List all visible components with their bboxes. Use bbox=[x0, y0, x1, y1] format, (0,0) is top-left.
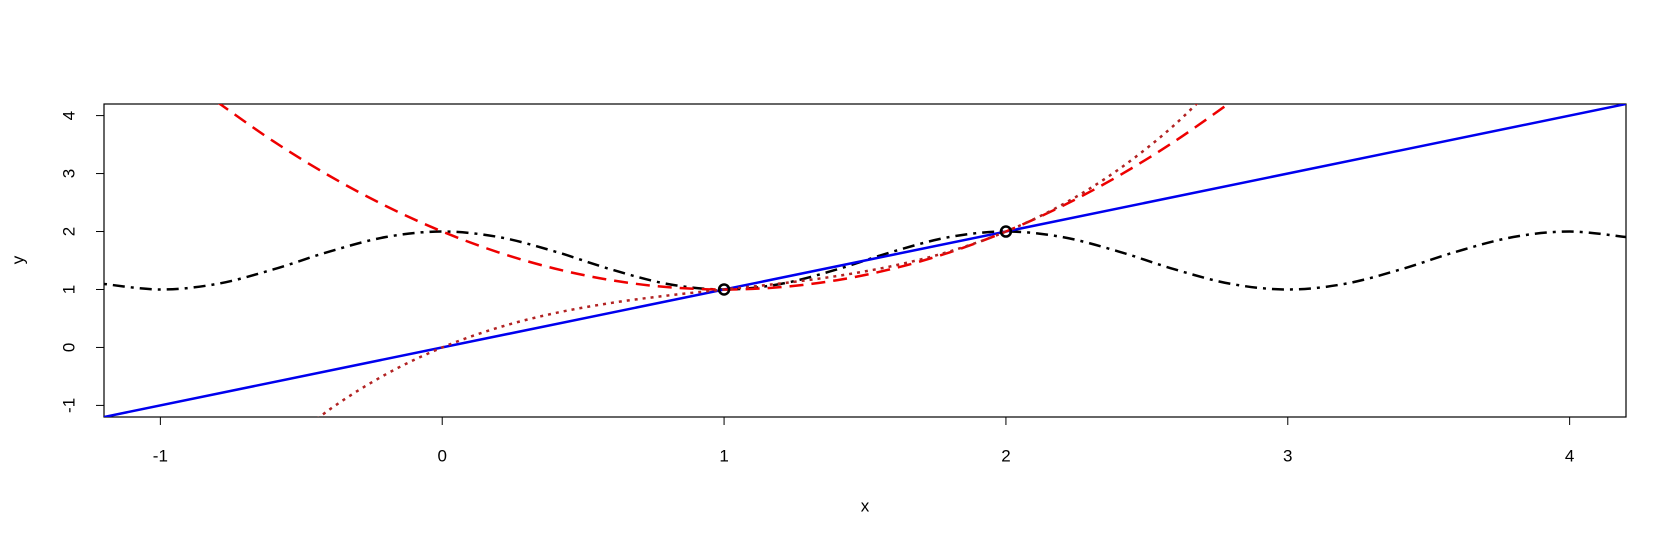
curve bbox=[104, 230, 1626, 291]
y-tick-label: -1 bbox=[59, 398, 78, 413]
point bbox=[999, 225, 1013, 238]
y-tick-label: 4 bbox=[59, 111, 78, 120]
y-axis-label: y bbox=[8, 255, 27, 264]
y-tick-label: 2 bbox=[59, 227, 78, 236]
y-tick-label: 0 bbox=[59, 343, 78, 352]
x-tick-label: -1 bbox=[153, 446, 168, 465]
plot-area bbox=[104, 104, 1626, 417]
x-tick-label: 1 bbox=[719, 446, 728, 465]
curve bbox=[317, 104, 1199, 417]
y-tick-label: 3 bbox=[59, 169, 78, 178]
curve bbox=[104, 104, 1626, 417]
x-tick-label: 4 bbox=[1565, 446, 1574, 465]
curve bbox=[217, 104, 1231, 291]
plot-frame bbox=[103, 103, 1627, 418]
point bbox=[717, 283, 731, 296]
x-axis-label: x bbox=[861, 496, 870, 515]
x-tick-label: 0 bbox=[437, 446, 446, 465]
x-tick-label: 3 bbox=[1283, 446, 1292, 465]
x-tick-label: 2 bbox=[1001, 446, 1010, 465]
y-tick-label: 1 bbox=[59, 285, 78, 294]
